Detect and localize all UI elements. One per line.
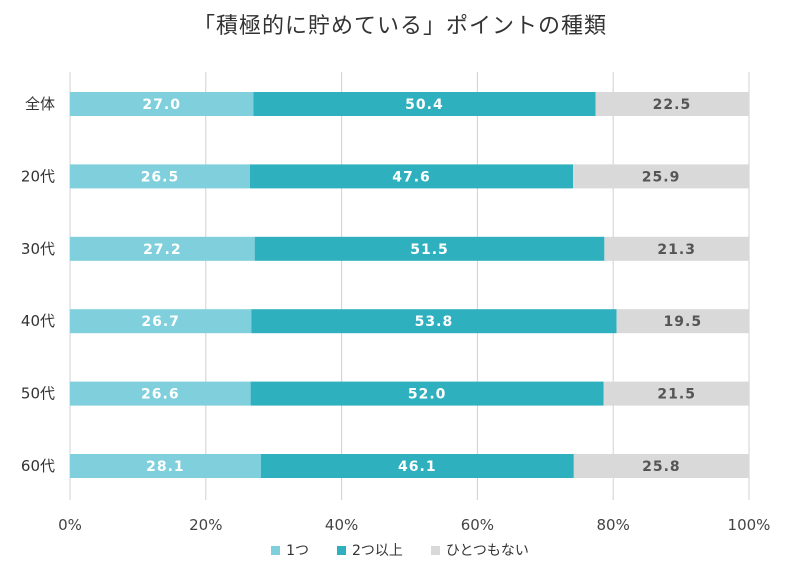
chart-title: 「積極的に貯めている」ポイントの種類: [192, 14, 607, 39]
bar-segment: [595, 92, 749, 116]
bar-segment: [70, 236, 255, 261]
data-label: 47.6: [392, 169, 431, 185]
x-tick-label: 80%: [597, 516, 630, 534]
bar-segment: [70, 381, 251, 406]
bar-segment: [616, 309, 749, 334]
legend-swatch: [430, 545, 440, 555]
data-label: 28.1: [146, 459, 185, 475]
bar-segment: [70, 164, 250, 189]
bar-segment: [254, 236, 605, 261]
x-tick-label: 20%: [189, 516, 222, 534]
legend-swatch: [271, 545, 281, 555]
category-label: 60代: [21, 457, 55, 475]
data-label: 21.5: [657, 387, 696, 403]
data-label: 22.5: [653, 97, 692, 113]
data-label: 27.0: [142, 97, 181, 113]
bar-segment: [573, 454, 749, 478]
legend-swatch: [336, 545, 346, 555]
x-tick-label: 0%: [58, 516, 82, 534]
bar-segment: [253, 92, 596, 116]
data-label: 26.7: [141, 314, 180, 330]
bar-segment: [70, 92, 254, 116]
category-label: 全体: [25, 95, 55, 113]
data-label: 46.1: [398, 459, 437, 475]
x-tick-label: 100%: [728, 516, 771, 534]
data-label: 53.8: [415, 314, 454, 330]
data-label: 27.2: [143, 242, 182, 258]
data-label: 51.5: [410, 242, 449, 258]
x-tick-label: 60%: [461, 516, 494, 534]
data-label: 50.4: [405, 97, 444, 113]
x-tick-label: 40%: [325, 516, 358, 534]
category-label: 50代: [21, 385, 55, 403]
legend-item: 2つ以上: [336, 540, 403, 560]
data-label: 26.5: [141, 169, 180, 185]
bar-segment: [260, 454, 574, 478]
bar-segment: [249, 164, 574, 189]
bar-segment: [573, 164, 749, 189]
data-label: 19.5: [664, 314, 703, 330]
category-label: 40代: [21, 312, 55, 330]
legend-label: 1つ: [286, 543, 309, 559]
legend-label: 2つ以上: [351, 543, 403, 559]
bar-segment: [70, 454, 261, 478]
data-label: 52.0: [408, 387, 447, 403]
chart-legend: 1つ 2つ以上 ひとつもない: [0, 540, 800, 560]
bar-segment: [603, 381, 750, 406]
data-label: 21.3: [657, 242, 696, 258]
category-label: 30代: [21, 240, 55, 258]
bar-segment: [70, 309, 252, 334]
bar-segment: [250, 381, 604, 406]
data-label: 26.6: [141, 387, 180, 403]
data-label: 25.8: [642, 459, 681, 475]
legend-item: 1つ: [271, 540, 309, 560]
category-label: 20代: [21, 167, 55, 185]
legend-item: ひとつもない: [430, 540, 529, 560]
bar-segment: [604, 236, 749, 261]
legend-label: ひとつもない: [445, 543, 529, 559]
data-label: 25.9: [642, 169, 681, 185]
bar-segment: [251, 309, 617, 334]
